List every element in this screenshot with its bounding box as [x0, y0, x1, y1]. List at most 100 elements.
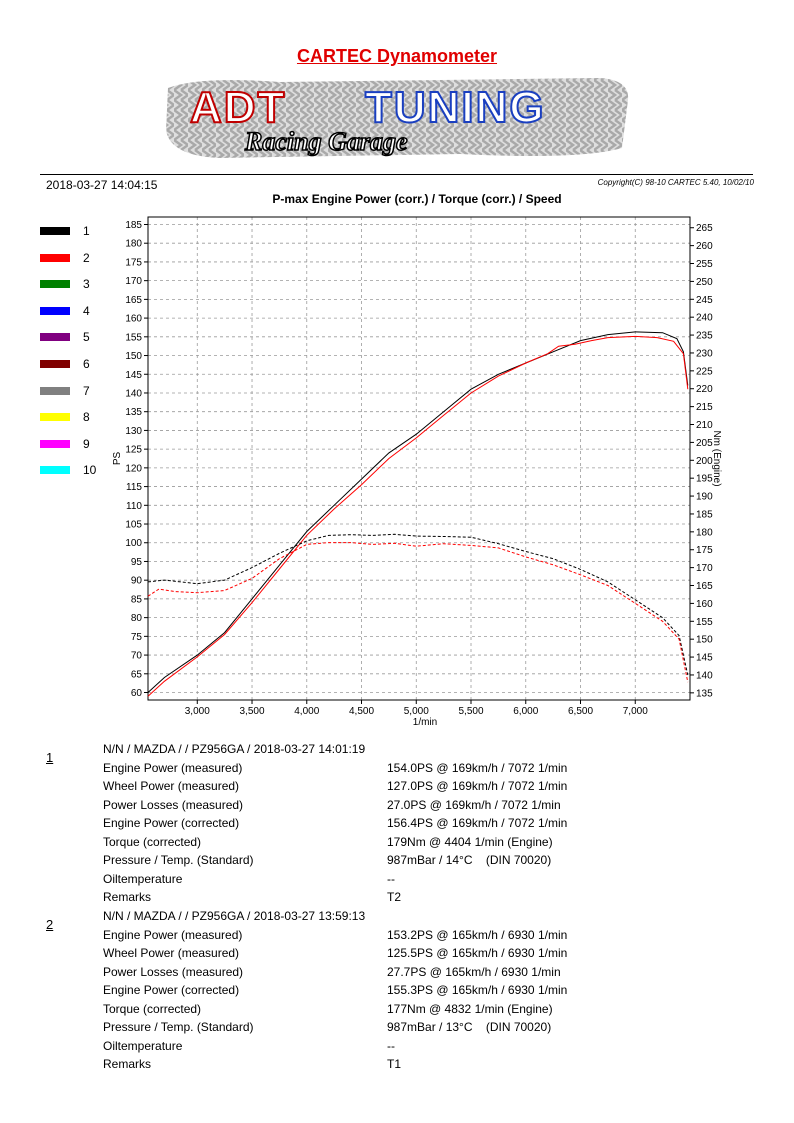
- y2-tick-label: 170: [696, 563, 713, 574]
- result-row: Wheel Power (measured) 125.5PS @ 165km/h …: [103, 946, 743, 964]
- result-label: Oiltemperature: [103, 871, 183, 886]
- y2-tick-label: 245: [696, 295, 713, 306]
- result-row: Wheel Power (measured) 127.0PS @ 169km/h …: [103, 779, 743, 797]
- y-tick-label: 175: [125, 257, 142, 268]
- y2-tick-label: 200: [696, 456, 713, 467]
- x-tick-label: 4,500: [349, 706, 374, 717]
- legend-swatch: [40, 280, 70, 289]
- y2-tick-label: 180: [696, 527, 713, 538]
- x-tick-label: 7,000: [623, 706, 648, 717]
- legend-label: 3: [83, 277, 90, 292]
- y2-tick-label: 265: [696, 223, 713, 234]
- y-tick-label: 185: [125, 220, 142, 231]
- legend-item: 10: [40, 463, 120, 483]
- result-row: Pressure / Temp. (Standard) 987mBar / 14°…: [103, 853, 743, 871]
- result-row: Engine Power (measured) 153.2PS @ 165km/h…: [103, 928, 743, 946]
- result-label: Wheel Power (measured): [103, 779, 240, 793]
- legend-swatch: [40, 439, 70, 448]
- torque-curve-1: [147, 533, 689, 676]
- result-row: Engine Power (corrected) 155.3PS @ 165km/…: [103, 983, 743, 1001]
- y-tick-label: 120: [125, 463, 142, 474]
- result-row: Pressure / Temp. (Standard) 987mBar / 13°…: [103, 1020, 743, 1038]
- result-value: 27.7PS @ 165km/h / 6930 1/min: [387, 964, 561, 979]
- legend-swatch: [40, 333, 70, 342]
- y2-tick-label: 255: [696, 259, 713, 270]
- legend-label: 2: [83, 250, 90, 265]
- y2-tick-label: 230: [696, 348, 713, 359]
- result-value: 987mBar / 13°C (DIN 70020): [387, 1020, 552, 1034]
- legend-label: 8: [83, 410, 90, 425]
- result-label: Pressure / Temp. (Standard): [103, 1020, 254, 1034]
- result-row: Oiltemperature --: [103, 872, 743, 890]
- y2-tick-label: 140: [696, 670, 713, 681]
- legend-label: 5: [83, 330, 90, 345]
- legend-label: 10: [83, 463, 97, 478]
- result-row: Power Losses (measured) 27.0PS @ 169km/h …: [103, 798, 743, 816]
- y2-axis-label: Nm (Engine): [711, 430, 722, 486]
- result-row: Engine Power (corrected) 156.4PS @ 169km/…: [103, 816, 743, 834]
- y-tick-label: 180: [125, 239, 142, 250]
- result-label: Engine Power (corrected): [103, 983, 240, 997]
- result-row: Engine Power (measured) 154.0PS @ 169km/h…: [103, 761, 743, 779]
- y-axis-label: PS: [112, 452, 123, 466]
- result-value: --: [387, 871, 395, 886]
- result-value: 125.5PS @ 165km/h / 6930 1/min: [387, 946, 568, 960]
- legend-label: 7: [83, 383, 90, 398]
- svg-text:ADT: ADT: [190, 83, 286, 132]
- y2-tick-label: 260: [696, 241, 713, 252]
- x-tick-label: 6,000: [513, 706, 538, 717]
- y2-tick-label: 225: [696, 366, 713, 377]
- result-value: 153.2PS @ 165km/h / 6930 1/min: [387, 927, 568, 942]
- result-row: Torque (corrected) 179Nm @ 4404 1/min (En…: [103, 835, 743, 853]
- y2-tick-label: 165: [696, 581, 713, 592]
- legend-swatch: [40, 306, 70, 315]
- y2-tick-label: 160: [696, 599, 713, 610]
- result-value: 27.0PS @ 169km/h / 7072 1/min: [387, 797, 561, 812]
- y2-tick-label: 190: [696, 492, 713, 503]
- y-tick-label: 140: [125, 388, 142, 399]
- legend-item: 7: [40, 384, 120, 404]
- run-header: N/N / MAZDA / / PZ956GA / 2018-03-27 14:…: [103, 742, 366, 756]
- report-datetime: 2018-03-27 14:04:15: [46, 178, 158, 192]
- y-tick-label: 165: [125, 295, 142, 306]
- y2-tick-label: 155: [696, 617, 713, 628]
- result-value: 177Nm @ 4832 1/min (Engine): [387, 1001, 553, 1016]
- legend-item: 4: [40, 304, 120, 324]
- result-value: 154.0PS @ 169km/h / 7072 1/min: [387, 760, 568, 775]
- y2-tick-label: 235: [696, 331, 713, 342]
- result-value: 156.4PS @ 169km/h / 7072 1/min: [387, 816, 568, 830]
- y-tick-label: 60: [131, 688, 143, 699]
- result-row: Remarks T1: [103, 1057, 743, 1075]
- svg-text:Racing Garage: Racing Garage: [244, 127, 408, 156]
- copyright-note: Copyright(C) 98-10 CARTEC 5.40, 10/02/10: [597, 178, 754, 187]
- legend-item: 8: [40, 410, 120, 430]
- x-tick-label: 5,500: [458, 706, 483, 717]
- legend-item: 2: [40, 251, 120, 271]
- y-tick-label: 110: [126, 501, 142, 512]
- y-tick-label: 145: [125, 370, 142, 381]
- result-label: Engine Power (measured): [103, 760, 243, 775]
- y2-tick-label: 205: [696, 438, 713, 449]
- result-label: Engine Power (corrected): [103, 816, 240, 830]
- x-axis-label: 1/min: [413, 717, 437, 728]
- run-number: 1: [46, 750, 54, 765]
- legend-swatch: [40, 466, 70, 475]
- y2-tick-label: 135: [696, 688, 713, 699]
- y-tick-label: 65: [131, 669, 143, 680]
- dyno-chart: 60 65 70 75 80 85 90 95 100 105 110 115 120 125 130 135…: [112, 216, 722, 728]
- x-tick-label: 5,000: [404, 706, 429, 717]
- result-row: Torque (corrected) 177Nm @ 4832 1/min (En…: [103, 1002, 743, 1020]
- legend-label: 6: [83, 357, 90, 371]
- y2-tick-label: 215: [696, 402, 713, 413]
- result-label: Torque (corrected): [103, 1001, 202, 1016]
- y2-tick-label: 195: [696, 474, 713, 485]
- result-label: Torque (corrected): [103, 834, 202, 849]
- result-row: Remarks T2: [103, 890, 743, 908]
- result-label: Power Losses (measured): [103, 964, 244, 979]
- adt-tuning-logo: ADT TUNING Racing Garage: [166, 78, 629, 158]
- result-label: Engine Power (measured): [103, 927, 243, 942]
- y-tick-label: 125: [125, 445, 142, 456]
- result-value: T1: [387, 1057, 402, 1071]
- legend-label: 1: [83, 224, 90, 238]
- x-tick-label: 3,000: [185, 706, 210, 717]
